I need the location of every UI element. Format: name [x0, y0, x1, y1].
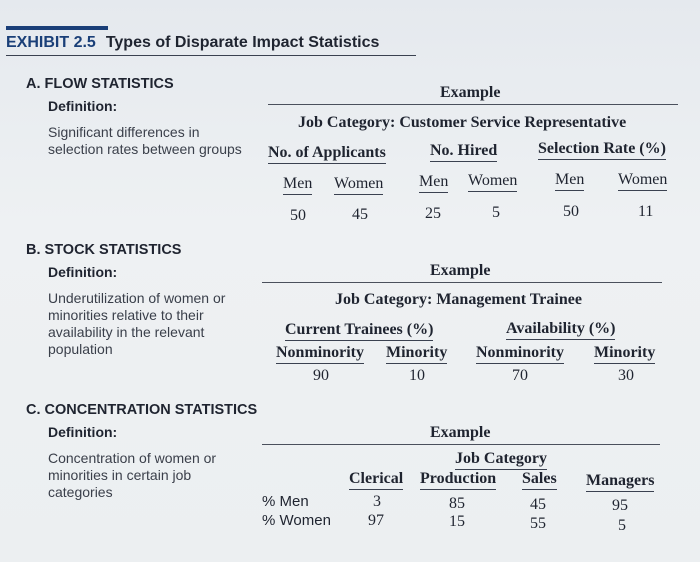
concentration-col-production: Production	[420, 470, 497, 490]
concentration-example-label: Example	[430, 424, 491, 441]
concentration-example-rule	[262, 444, 660, 445]
flow-col-applicants: No. of Applicants	[268, 144, 386, 164]
flow-value: 45	[352, 206, 368, 223]
flow-example-label: Example	[440, 84, 501, 101]
flow-sub-women-3: Women	[618, 171, 668, 191]
stock-sub-nonminority-1: Nonminority	[276, 344, 364, 364]
flow-example-rule	[268, 104, 678, 105]
concentration-value: 45	[530, 496, 546, 513]
flow-sub-men-1: Men	[283, 175, 313, 195]
stock-heading: B. STOCK STATISTICS	[26, 242, 182, 258]
stock-value: 10	[409, 367, 425, 384]
stock-value: 30	[618, 367, 634, 384]
stock-definition-label: Definition:	[48, 264, 118, 280]
concentration-job-category: Job Category	[455, 450, 547, 470]
flow-sub-women-1: Women	[334, 175, 384, 195]
flow-col-selection-rate: Selection Rate (%)	[538, 140, 666, 160]
concentration-definition: Concentration of women or minorities in …	[48, 450, 217, 500]
concentration-definition-label: Definition:	[48, 424, 118, 440]
stock-job-category: Job Category: Management Trainee	[335, 291, 582, 308]
stock-col-availability: Availability (%)	[506, 320, 616, 340]
header-accent-bar	[6, 26, 108, 30]
concentration-value: 97	[368, 512, 384, 529]
concentration-heading: C. CONCENTRATION STATISTICS	[26, 402, 258, 418]
stock-col-current: Current Trainees (%)	[285, 321, 434, 341]
stock-sub-minority-1: Minority	[386, 344, 448, 364]
flow-sub-men-2: Men	[419, 173, 449, 193]
concentration-col-managers: Managers	[586, 472, 655, 492]
flow-value: 11	[638, 203, 654, 220]
concentration-value: 55	[530, 515, 546, 532]
flow-value: 50	[290, 207, 306, 224]
concentration-value: 85	[449, 495, 465, 512]
flow-col-hired: No. Hired	[430, 142, 498, 162]
concentration-row-label-women: % Women	[262, 512, 331, 529]
exhibit-title: EXHIBIT 2.5 Types of Disparate Impact Sta…	[6, 34, 379, 52]
flow-definition-label: Definition:	[48, 98, 118, 114]
concentration-row-label-men: % Men	[262, 493, 309, 510]
concentration-value: 95	[612, 497, 628, 514]
stock-sub-minority-2: Minority	[594, 344, 656, 364]
flow-value: 25	[425, 205, 441, 222]
header-rule	[6, 55, 416, 56]
concentration-col-sales: Sales	[522, 470, 557, 490]
stock-example-label: Example	[430, 262, 491, 279]
exhibit-number: EXHIBIT 2.5	[6, 34, 96, 51]
stock-example-rule	[262, 282, 662, 283]
flow-definition: Significant differences in selection rat…	[48, 124, 242, 157]
concentration-value: 5	[618, 517, 626, 534]
flow-sub-women-2: Women	[468, 172, 518, 192]
stock-value: 90	[313, 367, 329, 384]
stock-sub-nonminority-2: Nonminority	[476, 344, 564, 364]
flow-sub-men-3: Men	[555, 171, 585, 191]
concentration-value: 15	[449, 513, 465, 530]
flow-value: 50	[563, 203, 579, 220]
stock-value: 70	[512, 367, 528, 384]
flow-value: 5	[492, 204, 500, 221]
flow-job-category: Job Category: Customer Service Represent…	[298, 114, 627, 131]
concentration-col-clerical: Clerical	[349, 470, 404, 490]
exhibit-title-text: Types of Disparate Impact Statistics	[105, 34, 380, 51]
flow-heading: A. FLOW STATISTICS	[26, 76, 174, 92]
concentration-value: 3	[373, 493, 381, 510]
stock-definition: Underutilization of women or minorities …	[48, 290, 226, 357]
